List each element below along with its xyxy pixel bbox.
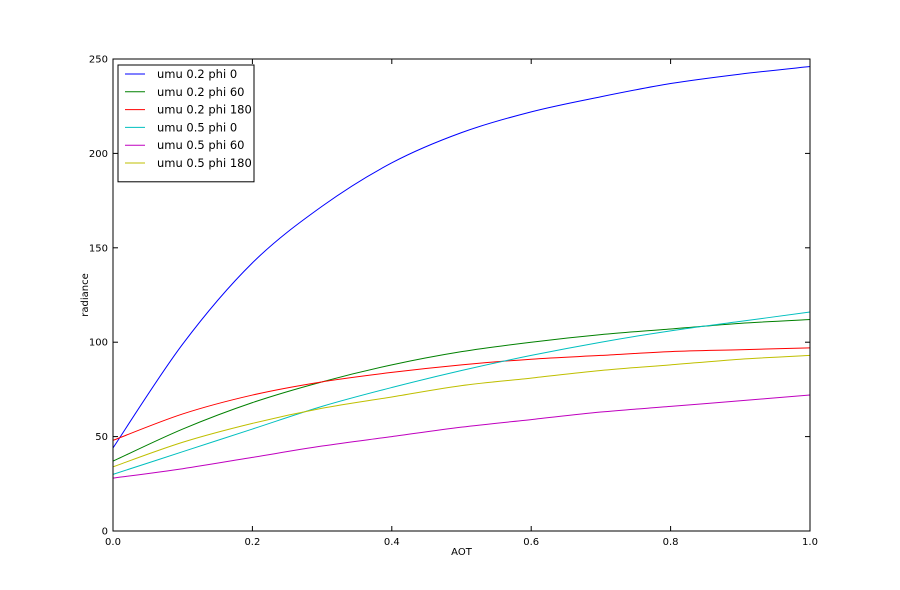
legend-label: umu 0.5 phi 0	[157, 120, 237, 134]
series-line-3	[112, 311, 811, 475]
x-tick-label: 0.8	[663, 537, 679, 548]
x-tick-label: 0.0	[105, 537, 121, 548]
series-line-2	[112, 347, 811, 441]
series-line-4	[112, 394, 811, 479]
x-tick-label: 0.4	[384, 537, 400, 548]
x-tick-label: 0.6	[523, 537, 539, 548]
y-axis-label: radiance	[80, 273, 91, 316]
y-tick-label: 250	[89, 55, 108, 66]
plot-lines	[112, 66, 811, 479]
series-line-1	[112, 319, 811, 462]
series-line-0	[112, 66, 811, 449]
y-tick-label: 50	[95, 432, 108, 443]
legend-box	[117, 64, 255, 183]
legend-label: umu 0.5 phi 60	[157, 138, 244, 152]
plot-frame	[112, 58, 811, 532]
axis-ticks: 0.0 0.2 0.4 0.6 0.8 1.0 0 50 100 150 200 250	[89, 55, 818, 549]
x-axis-label: AOT	[451, 547, 473, 558]
legend-label: umu 0.2 phi 180	[157, 103, 252, 117]
legend-label: umu 0.5 phi 180	[157, 156, 252, 170]
y-tick-label: 150	[89, 243, 108, 254]
legend-label: umu 0.2 phi 60	[157, 85, 244, 99]
y-tick-label: 100	[89, 338, 108, 349]
x-tick-label: 0.2	[244, 537, 260, 548]
x-tick-label: 1.0	[802, 537, 818, 548]
legend: umu 0.2 phi 0 umu 0.2 phi 60 umu 0.2 phi 1…	[117, 64, 255, 183]
series-line-5	[112, 354, 811, 468]
legend-label: umu 0.2 phi 0	[157, 67, 237, 81]
y-tick-label: 200	[89, 149, 108, 160]
y-tick-label: 0	[102, 527, 108, 538]
